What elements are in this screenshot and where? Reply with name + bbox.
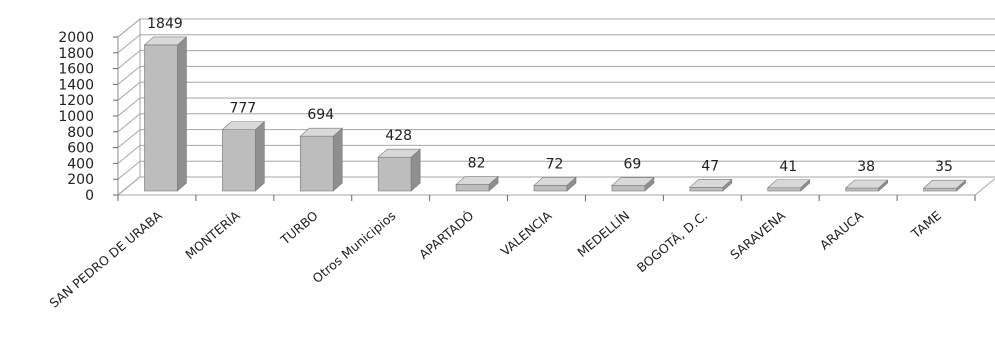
bar-front — [533, 185, 568, 192]
x-tick-label: APARTADÓ — [416, 208, 477, 262]
data-label: 428 — [385, 128, 412, 144]
bar — [533, 176, 577, 192]
x-tick-label: ARAUCA — [817, 208, 867, 253]
bar-top — [299, 127, 344, 137]
y-tick-label: 1200 — [58, 93, 94, 109]
y-tick-label: 600 — [67, 141, 94, 157]
data-label: 694 — [307, 107, 334, 123]
gridline — [117, 160, 995, 180]
bar-top — [922, 179, 967, 189]
gridline — [117, 18, 995, 38]
x-tick-label: SAN PEDRO DE URABA — [46, 208, 165, 311]
gridlines — [117, 18, 995, 196]
bar-front — [299, 135, 334, 192]
x-tick-label: BOGOTÁ, D.C. — [634, 208, 710, 276]
bar-top — [611, 177, 655, 186]
x-tick-label: Otros Municipios — [309, 208, 398, 286]
y-tick-label: 200 — [67, 172, 94, 188]
bar-top — [689, 178, 733, 188]
bar-top — [455, 176, 499, 185]
bar-top — [766, 179, 811, 189]
data-labels: 1849 777 694 428 82 72 69 47 41 38 35 — [147, 16, 953, 175]
bar — [299, 127, 344, 192]
bar — [689, 178, 733, 192]
bar-side — [332, 127, 343, 192]
bar-top — [143, 36, 188, 46]
x-tick-label: TAME — [908, 208, 944, 242]
bar-front — [377, 156, 412, 192]
bar — [844, 179, 889, 192]
data-label: 777 — [229, 101, 256, 117]
bars — [143, 36, 967, 192]
gridline — [117, 113, 995, 133]
bar-front — [923, 187, 957, 192]
y-tick-label: 800 — [67, 125, 94, 141]
y-tick-label: 1800 — [58, 46, 94, 62]
gridline — [117, 176, 995, 196]
bar — [221, 120, 266, 192]
bar-front — [455, 184, 490, 192]
bar — [455, 175, 499, 192]
data-label: 69 — [623, 157, 641, 173]
x-tick-label: SARAVENA — [727, 208, 788, 263]
bar-side — [255, 120, 265, 192]
bar-front — [144, 44, 178, 192]
y-tick-label: 2000 — [58, 30, 94, 46]
bar-top — [221, 121, 266, 130]
bar-side — [177, 36, 187, 192]
data-label: 38 — [857, 159, 875, 175]
bar-top — [844, 179, 889, 189]
x-tick-label: MEDELLÍN — [574, 208, 632, 260]
y-tick-label: 0 — [85, 188, 94, 204]
bar — [143, 36, 188, 192]
data-label: 35 — [935, 159, 953, 175]
bar-front — [222, 129, 256, 192]
data-label: 47 — [701, 158, 719, 174]
bar — [922, 179, 967, 192]
y-tick-label: 400 — [67, 156, 94, 172]
data-label: 1849 — [147, 16, 183, 32]
bar — [611, 176, 655, 192]
gridline — [117, 34, 995, 54]
bar — [766, 179, 811, 192]
bar-top — [533, 177, 577, 186]
y-tick-label: 1600 — [58, 62, 94, 78]
bar-front — [611, 185, 646, 192]
gridline — [117, 81, 995, 101]
data-label: 82 — [468, 156, 486, 172]
gridline — [117, 144, 995, 164]
x-tick-label: VALENCIA — [498, 208, 555, 259]
bar-front — [767, 187, 802, 192]
y-tick-label: 1000 — [58, 109, 94, 125]
bar-front — [845, 187, 879, 192]
bar-top — [377, 148, 421, 158]
x-tick-label: TURBO — [277, 208, 321, 248]
data-label: 41 — [779, 159, 797, 175]
bar — [377, 148, 421, 192]
gridline — [117, 129, 995, 148]
gridline — [117, 50, 995, 69]
y-tick-label: 1400 — [58, 77, 94, 93]
gridline — [117, 97, 995, 117]
gridline — [117, 65, 995, 85]
x-tick-label: MONTERÍA — [182, 208, 243, 262]
bar-front — [689, 186, 724, 192]
data-label: 72 — [546, 156, 564, 172]
